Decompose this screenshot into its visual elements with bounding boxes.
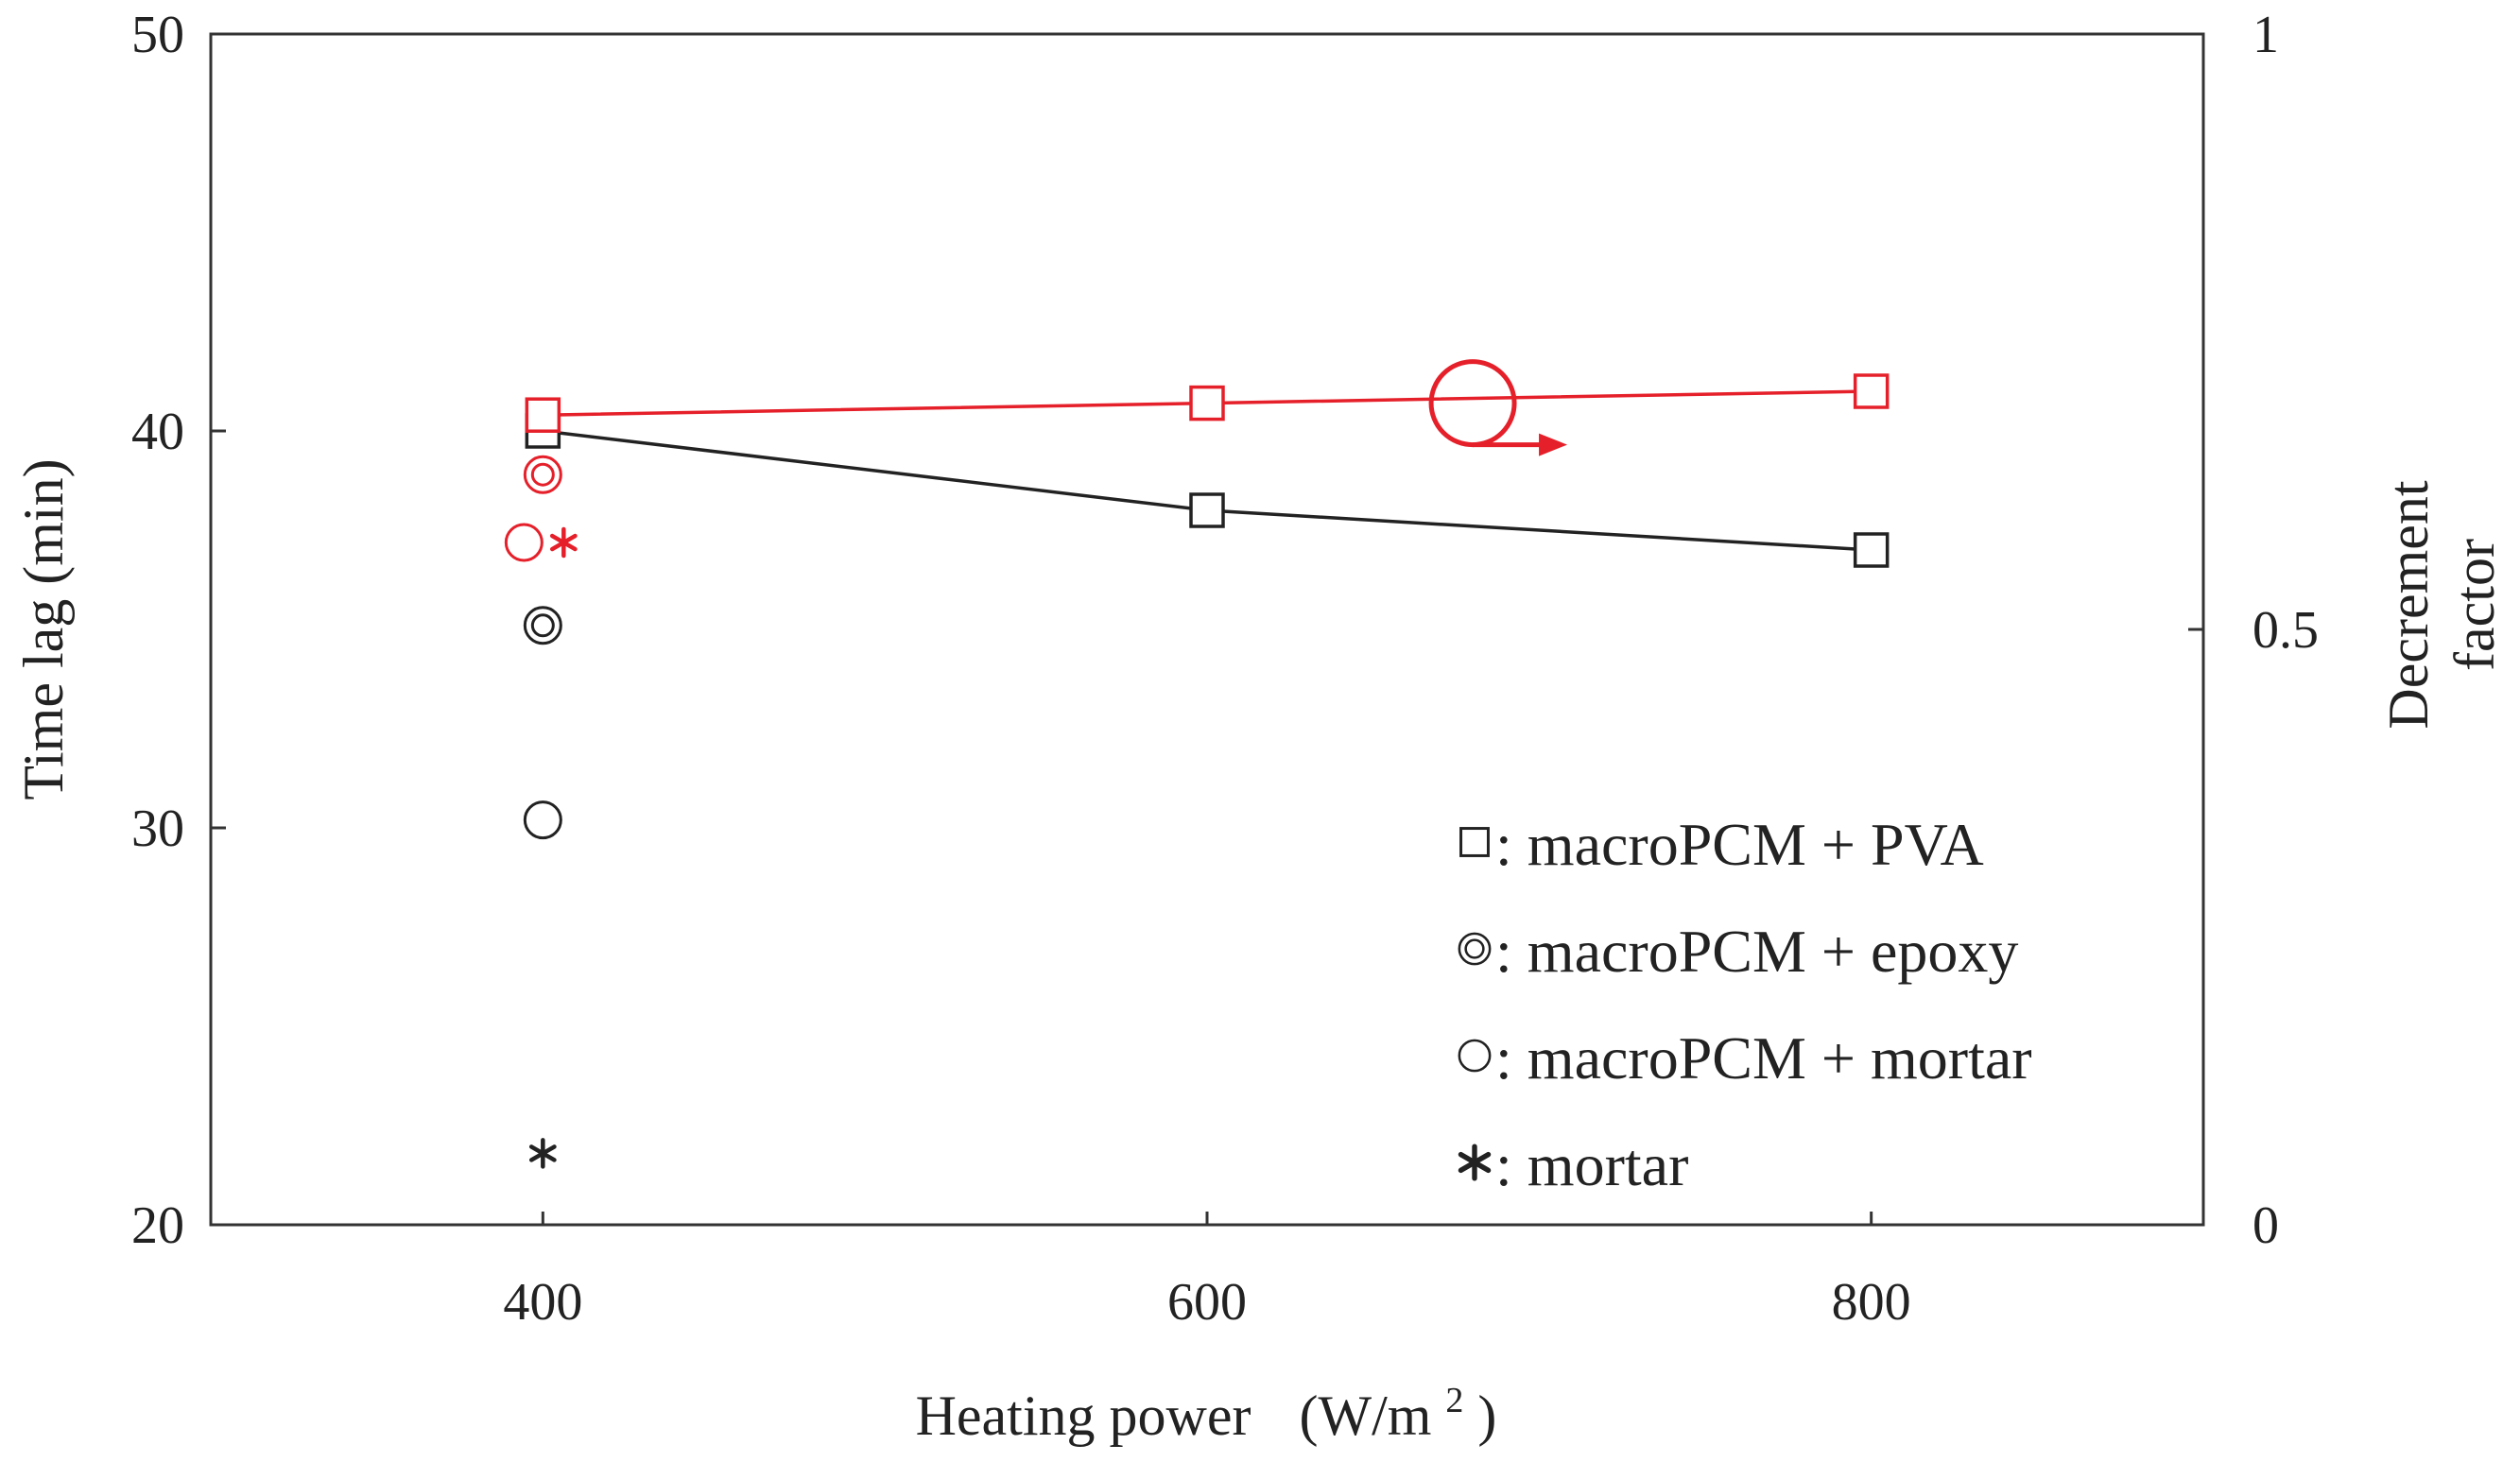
- data-point-1-0: [525, 397, 561, 433]
- y2-tick-label: 1: [2252, 6, 2279, 64]
- data-point-7-0: [549, 526, 578, 559]
- x-axis-title: Heating power (W/m 2 ): [916, 1362, 1497, 1447]
- y2-axis-title-line1: Decrement: [2377, 480, 2440, 730]
- x-tick-label: 400: [503, 1273, 582, 1332]
- y2-tick-label: 0.5: [2252, 601, 2319, 660]
- legend-label-3: : mortar: [1495, 1131, 1688, 1198]
- y2-tick-label: 0: [2252, 1196, 2279, 1255]
- x-tick-label: 800: [1832, 1273, 1911, 1332]
- data-point-4-0: [528, 1138, 557, 1169]
- data-point-5-0: [523, 455, 562, 494]
- data-point-0-2: [1853, 532, 1890, 568]
- legend-label-2: : macroPCM + mortar: [1495, 1024, 2032, 1092]
- axis-indicator: [1428, 359, 1568, 456]
- axis-ticks: 400 600 800 20 30 40 50 0 0.5 1: [131, 6, 2319, 1332]
- legend-marker-0: [1459, 827, 1490, 857]
- x-axis-unit-open: (W/m: [1299, 1385, 1431, 1447]
- legend-label-0: : macroPCM + PVA: [1495, 811, 1984, 878]
- y-tick-label: 50: [131, 6, 184, 64]
- series-line-0: [543, 429, 1872, 552]
- data-point-2-0: [523, 606, 562, 645]
- x-axis-title-text: Heating power: [916, 1385, 1251, 1447]
- data-point-0-1: [1189, 492, 1225, 528]
- legend-marker-2: [1458, 1039, 1492, 1073]
- x-axis-unit-close: ): [1477, 1385, 1496, 1447]
- data-point-1-2: [1853, 373, 1890, 409]
- indicator-arrow-head: [1539, 433, 1568, 456]
- y-tick-label: 20: [131, 1196, 184, 1255]
- data-point-6-0: [504, 523, 544, 562]
- y2-axis-title-line2: factor: [2443, 539, 2506, 671]
- x-axis-unit-sup: 2: [1445, 1381, 1463, 1420]
- legend-marker-3: [1458, 1144, 1492, 1181]
- data-point-1-1: [1189, 385, 1225, 421]
- legend-label-1: : macroPCM + epoxy: [1495, 918, 2018, 985]
- indicator-circle: [1428, 359, 1517, 448]
- y-axis-title: Time lag (min): [12, 458, 75, 800]
- y-tick-label: 40: [131, 403, 184, 461]
- series-markers: [504, 373, 1890, 1169]
- legend: : macroPCM + PVA : macroPCM + epoxy : macr…: [1458, 811, 2032, 1198]
- legend-marker-1: [1458, 932, 1492, 966]
- y-tick-label: 30: [131, 800, 184, 858]
- data-point-3-0: [523, 800, 562, 840]
- x-tick-label: 600: [1167, 1273, 1247, 1332]
